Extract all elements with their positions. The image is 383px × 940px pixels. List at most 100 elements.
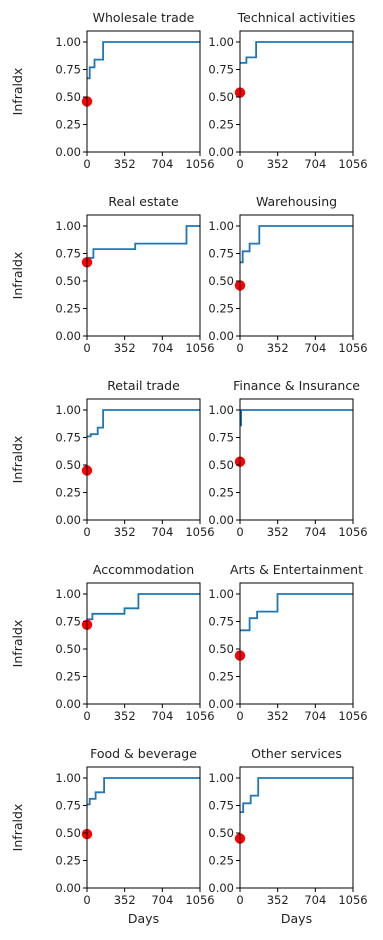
y-tick-label: 0.50	[55, 642, 81, 656]
subplot-10: Other services 0.00 0.25 0.50 0.75 1.00 0 352 70…	[208, 746, 367, 926]
x-tick-label: 704	[151, 525, 173, 539]
x-tick-label: 704	[304, 341, 326, 355]
y-tick-label: 1.00	[208, 587, 234, 601]
step-line	[240, 777, 353, 813]
y-tick-label: 0.25	[208, 670, 234, 684]
y-tick-label: 0.00	[208, 145, 234, 159]
x-tick-label: 0	[236, 893, 243, 907]
x-tick-label: 352	[267, 709, 289, 723]
y-tick-label: 0.25	[208, 854, 234, 868]
subplot-title: Finance & Insurance	[233, 378, 360, 393]
plot-frame	[86, 766, 201, 889]
subplot-title: Real estate	[108, 194, 179, 209]
y-tick-label: 0.00	[55, 513, 81, 527]
subplot-title: Other services	[251, 746, 342, 761]
x-tick-label: 0	[83, 709, 90, 723]
y-tick-label: 0.25	[55, 854, 81, 868]
subplot-title: Technical activities	[237, 10, 356, 25]
x-tick-label: 1056	[338, 709, 367, 723]
y-axis-label: Infraldx	[10, 252, 25, 300]
y-tick-label: 0.75	[55, 247, 81, 261]
step-line	[87, 777, 200, 806]
x-tick-label: 0	[236, 525, 243, 539]
y-tick-label: 0.75	[55, 431, 81, 445]
step-line	[240, 409, 353, 427]
plot-frame	[239, 398, 354, 521]
plot-frame	[239, 30, 354, 153]
subplot-title: Wholesale trade	[93, 10, 195, 25]
subplot-title: Food & beverage	[90, 746, 197, 761]
y-tick-label: 0.25	[55, 118, 81, 132]
x-tick-label: 704	[304, 157, 326, 171]
x-tick-label: 1056	[338, 525, 367, 539]
plot-frame	[239, 582, 354, 705]
y-tick-label: 0.25	[208, 302, 234, 316]
plot-frame	[86, 30, 201, 153]
y-tick-label: 0.25	[55, 670, 81, 684]
subplot-3: Real estate 0.00 0.25 0.50 0.75 1.00 0 352 704 10…	[10, 194, 215, 355]
subplot-6: Finance & Insurance 0.00 0.25 0.50 0.75 1.00 0…	[208, 378, 367, 539]
y-tick-label: 0.00	[208, 697, 234, 711]
x-tick-label: 0	[83, 525, 90, 539]
step-line	[240, 593, 353, 632]
y-tick-label: 0.75	[55, 615, 81, 629]
y-tick-label: 0.75	[55, 63, 81, 77]
step-line	[87, 409, 200, 438]
x-tick-label: 1056	[185, 893, 214, 907]
x-tick-label: 352	[267, 157, 289, 171]
y-axis-label: Infraldx	[10, 68, 25, 116]
x-tick-label: 0	[83, 157, 90, 171]
x-tick-label: 704	[151, 157, 173, 171]
x-tick-label: 352	[114, 893, 136, 907]
plot-frame	[86, 582, 201, 705]
y-tick-label: 0.00	[208, 513, 234, 527]
y-tick-label: 0.25	[55, 302, 81, 316]
y-axis-label: Infraldx	[10, 804, 25, 852]
y-tick-label: 0.50	[208, 274, 234, 288]
y-tick-label: 1.00	[55, 771, 81, 785]
y-tick-label: 0.50	[55, 274, 81, 288]
subplot-7: Accommodation 0.00 0.25 0.50 0.75 1.00 0 352 704…	[10, 562, 215, 723]
x-tick-label: 0	[83, 893, 90, 907]
step-line	[87, 225, 200, 259]
x-tick-label: 0	[83, 341, 90, 355]
y-tick-label: 1.00	[55, 219, 81, 233]
x-tick-label: 0	[236, 709, 243, 723]
x-tick-label: 1056	[185, 525, 214, 539]
y-tick-label: 1.00	[208, 771, 234, 785]
y-tick-label: 1.00	[208, 403, 234, 417]
subplot-title: Warehousing	[256, 194, 337, 209]
y-tick-label: 0.00	[55, 145, 81, 159]
y-tick-label: 0.50	[55, 826, 81, 840]
y-tick-label: 1.00	[55, 35, 81, 49]
step-line	[240, 225, 353, 264]
x-tick-label: 704	[304, 525, 326, 539]
x-tick-label: 704	[151, 341, 173, 355]
subplot-8: Arts & Entertainment 0.00 0.25 0.50 0.75 1.00…	[208, 562, 367, 723]
y-tick-label: 0.50	[208, 90, 234, 104]
x-tick-label: 1056	[338, 157, 367, 171]
x-tick-label: 352	[114, 341, 136, 355]
y-tick-label: 0.50	[208, 642, 234, 656]
subplot-title: Retail trade	[107, 378, 180, 393]
plot-frame	[86, 398, 201, 521]
y-tick-label: 0.75	[208, 799, 234, 813]
x-tick-label: 352	[267, 893, 289, 907]
y-tick-label: 0.75	[208, 615, 234, 629]
x-tick-label: 0	[236, 341, 243, 355]
step-line	[87, 593, 200, 621]
x-tick-label: 352	[267, 525, 289, 539]
x-tick-label: 352	[114, 709, 136, 723]
plot-frame	[239, 214, 354, 337]
x-tick-label: 1056	[185, 157, 214, 171]
y-tick-label: 0.00	[208, 881, 234, 895]
y-tick-label: 0.00	[55, 697, 81, 711]
y-tick-label: 0.25	[208, 486, 234, 500]
x-tick-label: 1056	[338, 341, 367, 355]
y-tick-label: 0.75	[55, 799, 81, 813]
x-axis-label: Days	[128, 911, 159, 926]
x-tick-label: 0	[236, 157, 243, 171]
x-tick-label: 352	[267, 341, 289, 355]
x-tick-label: 352	[114, 525, 136, 539]
y-tick-label: 1.00	[55, 403, 81, 417]
